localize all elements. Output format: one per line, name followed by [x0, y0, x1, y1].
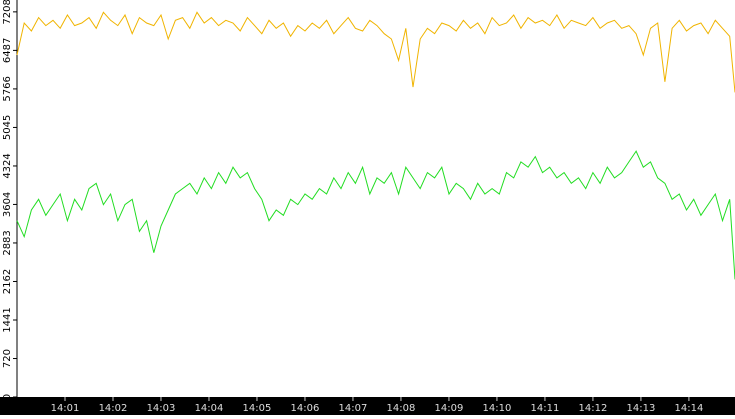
line-series: [16, 150, 735, 280]
y-tick-label: 2162: [2, 269, 13, 294]
y-tick-label: 720: [2, 349, 13, 368]
x-tick-label: 14:13: [627, 403, 656, 414]
x-tick-label: 14:06: [291, 403, 320, 414]
x-tick-label: 14:10: [483, 403, 512, 414]
x-tick-label: 14:07: [339, 403, 368, 414]
y-tick-label: 2883: [2, 230, 13, 255]
x-tick-label: 14:12: [579, 403, 608, 414]
y-tick-label: 4324: [2, 153, 13, 178]
y-tick-label: 7208: [2, 0, 13, 25]
x-tick-label: 14:03: [147, 403, 176, 414]
y-tick-label: 3604: [2, 192, 13, 217]
x-tick-label: 14:04: [195, 403, 224, 414]
x-tick-label: 14:14: [675, 403, 704, 414]
x-tick-label: 14:01: [51, 403, 80, 414]
y-tick-label: 6487: [2, 38, 13, 63]
line-series: [16, 11, 735, 93]
y-tick-label: 1441: [2, 307, 13, 332]
y-tick-label: 0: [2, 394, 13, 400]
y-tick-label: 5045: [2, 115, 13, 140]
x-tick-label: 14:08: [387, 403, 416, 414]
x-axis-bar: [0, 397, 735, 415]
x-tick-label: 14:09: [435, 403, 464, 414]
y-tick-label: 5766: [2, 76, 13, 101]
x-tick-label: 14:05: [243, 403, 272, 414]
x-tick-label: 14:02: [99, 403, 128, 414]
x-tick-label: 14:11: [531, 403, 560, 414]
